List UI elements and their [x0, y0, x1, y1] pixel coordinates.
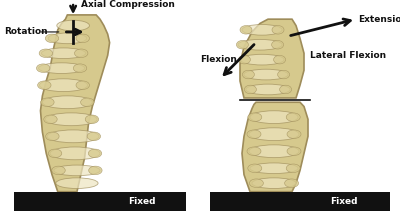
Ellipse shape — [42, 96, 92, 109]
Ellipse shape — [47, 130, 99, 143]
Ellipse shape — [36, 64, 50, 72]
Ellipse shape — [274, 55, 286, 64]
Ellipse shape — [238, 39, 282, 50]
Polygon shape — [40, 15, 110, 192]
Ellipse shape — [246, 84, 290, 95]
Ellipse shape — [45, 34, 59, 43]
Ellipse shape — [240, 26, 252, 34]
Ellipse shape — [247, 147, 261, 155]
Ellipse shape — [76, 81, 90, 89]
Polygon shape — [240, 19, 304, 98]
Text: Extension: Extension — [358, 15, 400, 24]
Polygon shape — [242, 102, 308, 192]
Text: Axial Compression: Axial Compression — [81, 0, 175, 9]
Text: Fixed: Fixed — [128, 197, 156, 206]
Ellipse shape — [242, 70, 254, 79]
Text: Rotation: Rotation — [4, 27, 48, 36]
Ellipse shape — [89, 166, 102, 175]
Ellipse shape — [280, 85, 292, 94]
Ellipse shape — [76, 34, 90, 43]
Ellipse shape — [242, 24, 282, 35]
Ellipse shape — [249, 145, 299, 158]
Ellipse shape — [247, 130, 261, 138]
Ellipse shape — [56, 178, 98, 189]
Bar — [14, 192, 186, 211]
Ellipse shape — [42, 48, 86, 59]
Ellipse shape — [44, 115, 57, 124]
Ellipse shape — [54, 165, 100, 176]
Ellipse shape — [38, 81, 51, 89]
Ellipse shape — [287, 147, 301, 155]
Ellipse shape — [285, 179, 298, 187]
Ellipse shape — [252, 178, 296, 189]
Ellipse shape — [244, 69, 288, 80]
Ellipse shape — [238, 55, 250, 64]
Text: Flexion: Flexion — [200, 55, 237, 64]
Ellipse shape — [81, 98, 94, 106]
Text: Fixed: Fixed — [330, 197, 358, 206]
Ellipse shape — [57, 20, 90, 31]
Ellipse shape — [240, 54, 284, 65]
Ellipse shape — [73, 64, 87, 72]
Ellipse shape — [244, 85, 256, 94]
Ellipse shape — [248, 113, 262, 121]
Ellipse shape — [39, 49, 52, 58]
Ellipse shape — [250, 179, 263, 187]
Ellipse shape — [45, 113, 97, 126]
Ellipse shape — [40, 79, 88, 92]
Ellipse shape — [272, 40, 284, 49]
Ellipse shape — [48, 149, 62, 158]
Ellipse shape — [272, 26, 284, 34]
Ellipse shape — [286, 113, 300, 121]
Ellipse shape — [249, 128, 299, 141]
Ellipse shape — [50, 147, 100, 160]
Ellipse shape — [85, 115, 99, 124]
Ellipse shape — [48, 33, 86, 44]
Ellipse shape — [38, 63, 85, 73]
Ellipse shape — [88, 149, 102, 158]
Ellipse shape — [87, 132, 100, 141]
Ellipse shape — [287, 130, 301, 138]
Ellipse shape — [74, 49, 88, 58]
Bar — [210, 192, 390, 211]
Ellipse shape — [41, 98, 54, 106]
Ellipse shape — [236, 40, 248, 49]
Ellipse shape — [250, 111, 298, 124]
Ellipse shape — [278, 70, 290, 79]
Ellipse shape — [250, 163, 298, 174]
Text: Lateral Flexion: Lateral Flexion — [310, 51, 386, 60]
Ellipse shape — [52, 166, 65, 175]
Ellipse shape — [286, 164, 300, 173]
Ellipse shape — [46, 132, 59, 141]
Ellipse shape — [248, 164, 262, 173]
